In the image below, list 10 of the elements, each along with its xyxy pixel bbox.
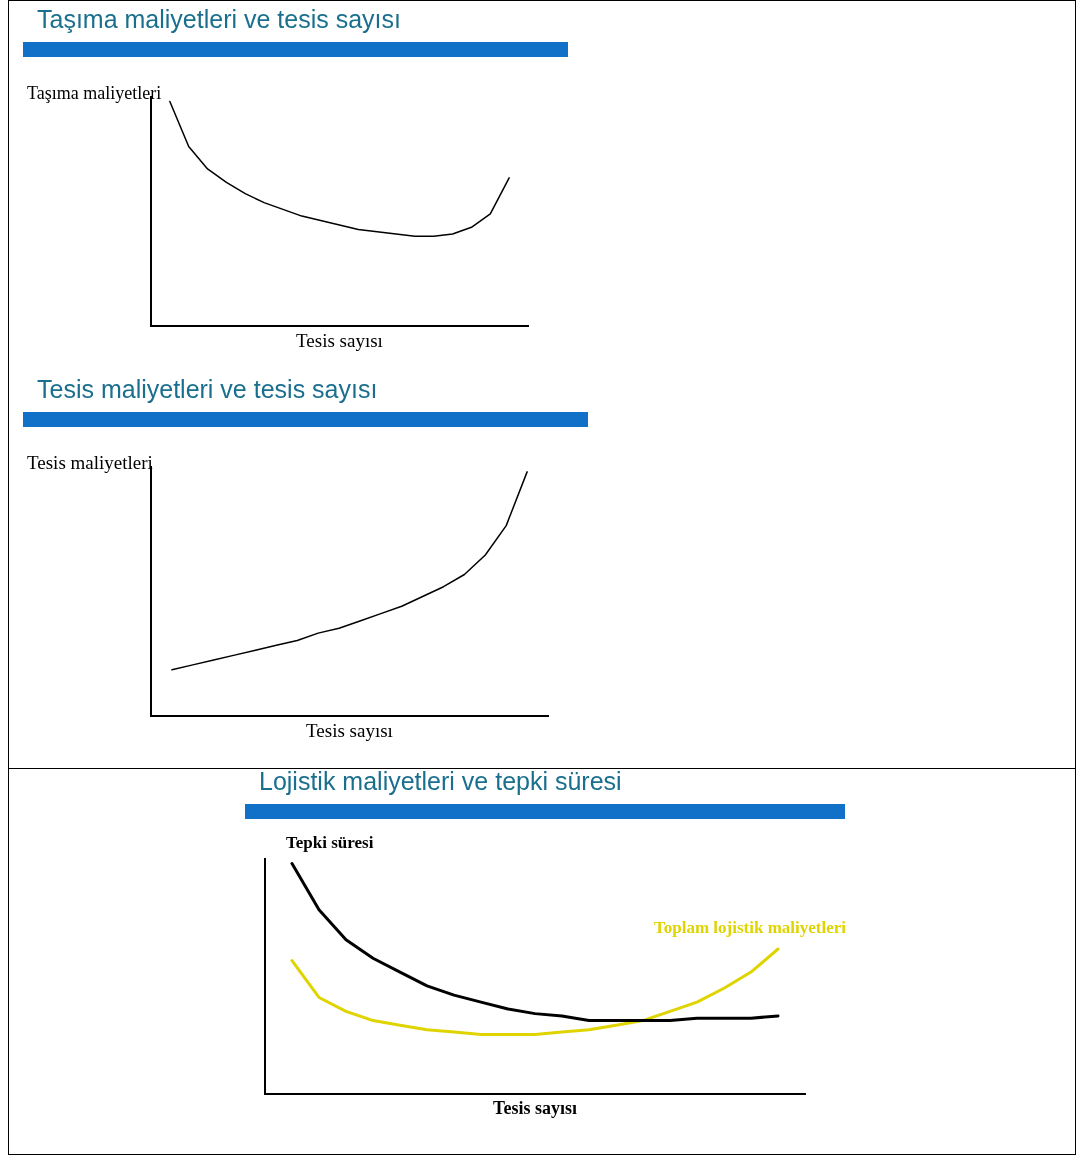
x-axis-title: Tesis sayısı: [493, 1097, 577, 1118]
text: Toplam lojistik maliyetleri: [653, 918, 847, 938]
chart-title: Taşıma maliyetleri ve tesis sayısı: [36, 5, 402, 34]
chart-title: Tesis maliyetleri ve tesis sayısı: [36, 375, 379, 404]
y-axis-title: Tesis maliyetleri: [27, 452, 153, 473]
series-label: Tepki süresi: [286, 832, 374, 852]
x-axis-title: Tesis sayısı: [306, 719, 393, 741]
x-axis-title: Tesis sayısı: [296, 329, 383, 351]
chart-title: Lojistik maliyetleri ve tepki süresi: [258, 767, 623, 796]
y-axis-title: Taşıma maliyetleri: [27, 83, 162, 103]
